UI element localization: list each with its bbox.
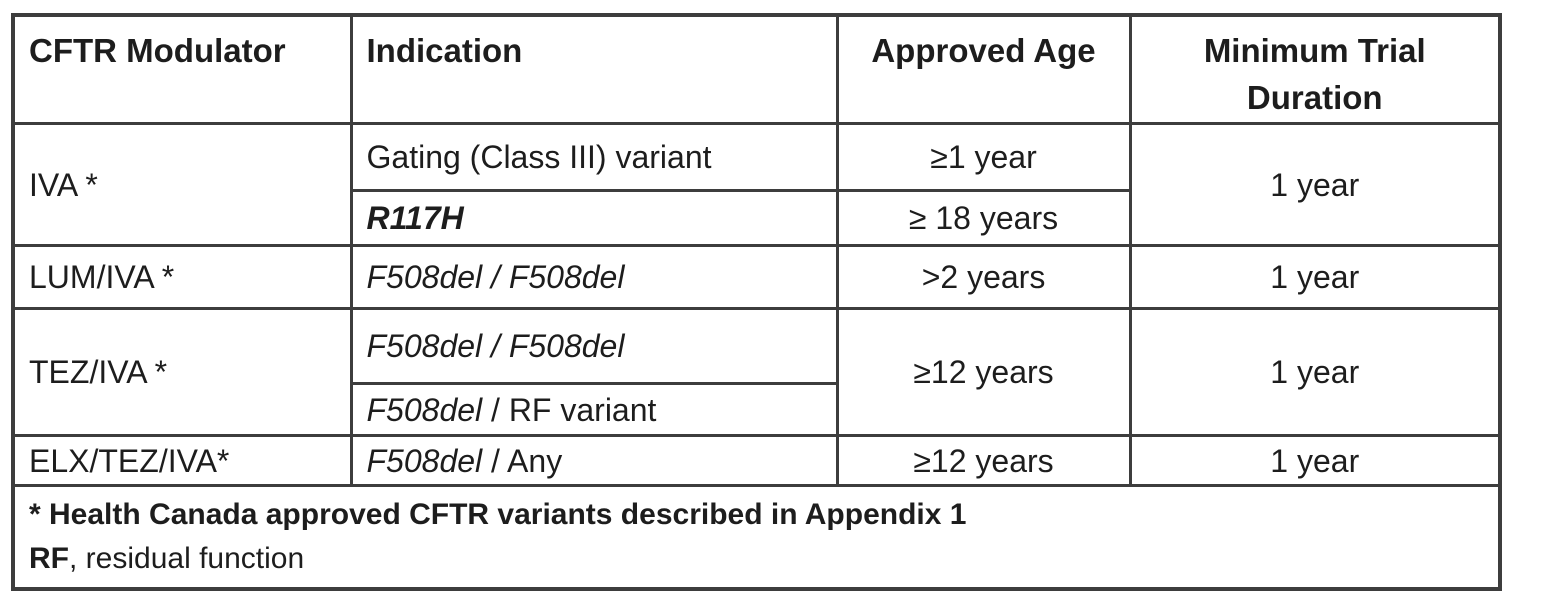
row-lum-iva: LUM/IVA * F508del / F508del >2 years 1 y… [11,244,1502,310]
footnote-cell: * Health Canada approved CFTR variants d… [11,484,1502,591]
indication-suffix-any: / Any [482,442,563,479]
cell-iva-min-trial-duration: 1 year [1128,122,1502,247]
cell-iva-gating-approved-age: ≥1 year [835,122,1132,192]
cell-teziva-modulator: TEZ/IVA * [11,307,353,437]
header-min-trial-duration: Minimum Trial Duration [1128,13,1502,125]
cftr-modulator-table: CFTR Modulator Indication Approved Age M… [11,13,1502,591]
cell-iva-modulator: IVA * [11,122,353,247]
table-header-row: CFTR Modulator Indication Approved Age M… [11,13,1502,125]
cell-lumiva-approved-age: >2 years [835,244,1132,310]
cell-iva-gating-indication: Gating (Class III) variant [349,122,839,192]
cell-teziva-approved-age: ≥12 years [835,307,1132,437]
gene-name-f508del: F508del [366,442,483,479]
row-tez-iva-a: TEZ/IVA * F508del / F508del ≥12 years 1 … [11,307,1502,437]
cell-iva-r117h-approved-age: ≥ 18 years [835,189,1132,247]
cell-elxteziva-indication: F508del / Any [349,434,839,487]
cell-teziva-indication-1: F508del / F508del [349,307,839,385]
header-approved-age: Approved Age [835,13,1132,125]
cell-elxteziva-min-trial-duration: 1 year [1128,434,1502,487]
cell-teziva-min-trial-duration: 1 year [1128,307,1502,437]
row-elx-tez-iva: ELX/TEZ/IVA* F508del / Any ≥12 years 1 y… [11,434,1502,487]
cell-iva-r117h-indication: R117H [349,189,839,247]
row-footnotes: * Health Canada approved CFTR variants d… [11,484,1502,591]
gene-name-r117h: R117H [366,200,464,236]
gene-name-f508del-f508del: F508del / F508del [366,328,625,364]
cell-elxteziva-approved-age: ≥12 years [835,434,1132,487]
footnote-rf: RF, residual function [29,537,1486,581]
cell-lumiva-min-trial-duration: 1 year [1128,244,1502,310]
footnote-rf-definition: , residual function [69,542,305,575]
footnote-rf-abbr: RF [29,542,69,575]
cell-elxteziva-modulator: ELX/TEZ/IVA* [11,434,353,487]
header-cftr-modulator: CFTR Modulator [11,13,353,125]
row-tez-iva-b: F508del / RF variant [13,382,1500,437]
gene-name-f508del-f508del: F508del / F508del [366,259,625,295]
row-iva-gating: IVA * Gating (Class III) variant ≥1 year… [11,122,1502,247]
indication-suffix-rf-variant: / RF variant [482,391,657,428]
cell-teziva-indication-2: F508del / RF variant [349,382,839,437]
header-indication: Indication [349,13,839,125]
row-iva-r117h: R117H ≥ 18 years [13,189,1500,247]
footnote-appendix: * Health Canada approved CFTR variants d… [29,498,967,531]
cell-lumiva-indication: F508del / F508del [349,244,839,310]
gene-name-f508del: F508del [366,391,483,428]
cell-lumiva-modulator: LUM/IVA * [11,244,353,310]
